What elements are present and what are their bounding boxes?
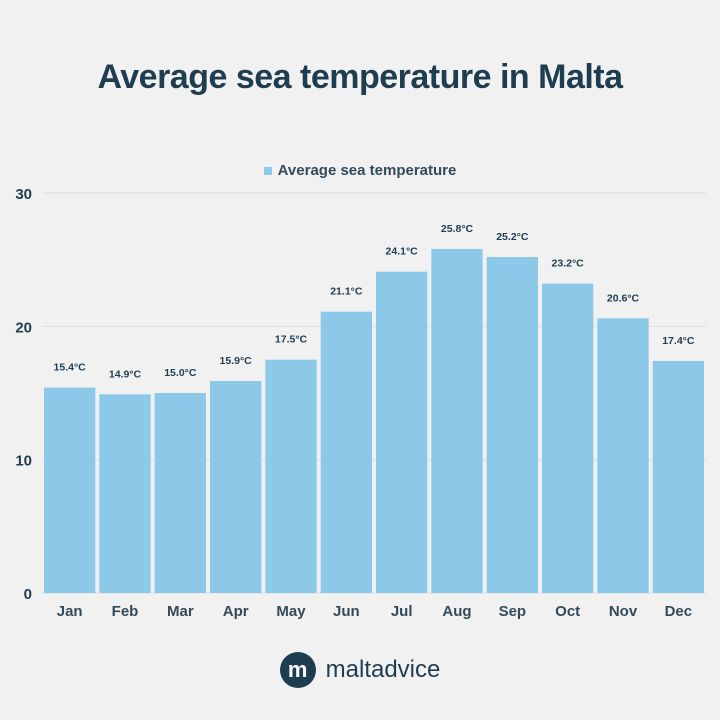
bar [154, 393, 206, 593]
x-tick-label: Apr [223, 603, 249, 620]
bar [44, 387, 96, 593]
brand-logo: m [279, 652, 316, 688]
x-tick-label: Jan [57, 603, 83, 620]
x-tick-label: Dec [665, 603, 693, 620]
y-tick-label: 30 [15, 186, 32, 203]
data-label: 23.2°C [552, 258, 585, 270]
data-label: 15.0°C [164, 367, 197, 379]
data-label: 15.9°C [220, 355, 253, 367]
x-tick-label: Oct [555, 603, 580, 620]
bar [486, 257, 538, 593]
data-label: 14.9°C [109, 368, 142, 380]
x-tick-label: May [276, 603, 306, 620]
legend-label: Average sea temperature [277, 162, 457, 179]
x-tick-label: Jul [391, 603, 413, 620]
x-tick-label: Aug [442, 603, 471, 620]
data-label: 17.5°C [275, 334, 308, 346]
bar [542, 283, 594, 593]
data-label: 24.1°C [386, 246, 419, 258]
y-tick-label: 0 [24, 586, 32, 603]
x-tick-label: Mar [167, 603, 194, 620]
bar [597, 318, 649, 593]
x-tick-label: Sep [499, 603, 527, 620]
bar [210, 381, 262, 593]
bar [265, 359, 317, 593]
legend-swatch [263, 166, 272, 175]
data-label: 25.8°C [441, 223, 474, 235]
chart-title: Average sea temperature in Malta [97, 58, 623, 96]
brand: m maltadvice [0, 652, 720, 688]
x-tick-label: Nov [609, 603, 638, 620]
brand-name: maltadvice [325, 656, 441, 683]
bar [99, 394, 151, 593]
data-label: 15.4°C [54, 362, 87, 374]
bar [431, 249, 483, 593]
bar [376, 271, 428, 593]
bar [652, 361, 704, 593]
bar [320, 311, 372, 593]
data-label: 21.1°C [330, 286, 363, 298]
x-tick-label: Jun [333, 603, 360, 620]
data-label: 20.6°C [607, 292, 640, 304]
data-label: 25.2°C [496, 231, 529, 243]
data-label: 17.4°C [662, 335, 695, 347]
chart-legend: Average sea temperature [0, 162, 720, 179]
x-tick-label: Feb [112, 603, 139, 620]
y-tick-label: 10 [15, 453, 32, 470]
y-tick-label: 20 [15, 319, 32, 336]
